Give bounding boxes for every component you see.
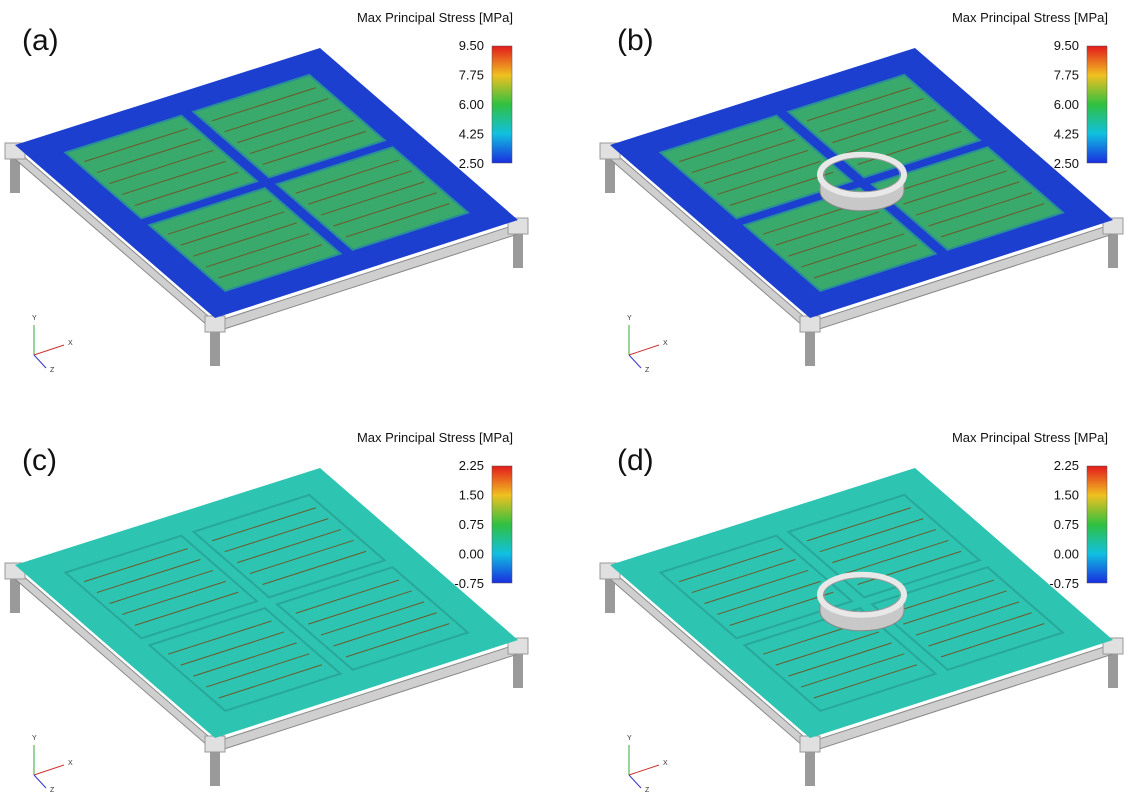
colorbar xyxy=(492,466,512,583)
colorbar-tick: 6.00 xyxy=(1054,97,1079,112)
axis-label: X xyxy=(663,340,668,347)
figure: (a) Max Principal Stress [MPa] 9.50 7.75 6.0… xyxy=(0,0,1132,792)
axis-label: Y xyxy=(627,315,632,322)
axis-z xyxy=(34,775,46,788)
corner-block xyxy=(205,736,225,752)
legend-title: Max Principal Stress [MPa] xyxy=(952,10,1108,25)
colorbar-tick: 4.25 xyxy=(459,127,484,142)
axis-label: Y xyxy=(32,735,37,742)
colorbar xyxy=(1087,466,1107,583)
colorbar-tick: 2.50 xyxy=(1054,156,1079,171)
axis-z xyxy=(629,355,641,368)
colorbar-tick: 9.50 xyxy=(1054,38,1079,53)
colorbar-tick: 0.75 xyxy=(1054,517,1079,532)
colorbar xyxy=(492,46,512,163)
colorbar-tick: 1.50 xyxy=(459,488,484,503)
colorbar-tick: 2.25 xyxy=(459,458,484,473)
corner-block xyxy=(800,736,820,752)
panel: (b) Max Principal Stress [MPa] 9.50 7.75 6.0… xyxy=(600,10,1123,374)
legend-title: Max Principal Stress [MPa] xyxy=(357,430,513,445)
panel: (d) Max Principal Stress [MPa] 2.25 1.50 0.7… xyxy=(600,430,1123,792)
axis-x xyxy=(629,345,659,355)
colorbar-tick: 0.00 xyxy=(459,547,484,562)
colorbar-tick: 2.50 xyxy=(459,156,484,171)
axis-label: Z xyxy=(645,367,650,374)
colorbar-tick: -0.75 xyxy=(1049,576,1079,591)
panel-label: (b) xyxy=(617,24,654,57)
colorbar-tick: 2.25 xyxy=(1054,458,1079,473)
colorbar-tick: 6.00 xyxy=(459,97,484,112)
corner-block xyxy=(800,316,820,332)
panel: (c) Max Principal Stress [MPa] 2.25 1.50 0.7… xyxy=(5,430,528,792)
colorbar-tick: 9.50 xyxy=(459,38,484,53)
panel: (a) Max Principal Stress [MPa] 9.50 7.75 6.0… xyxy=(5,10,528,374)
legend-title: Max Principal Stress [MPa] xyxy=(952,430,1108,445)
colorbar-tick: 7.75 xyxy=(459,68,484,83)
axis-x xyxy=(34,345,64,355)
axis-label: X xyxy=(68,340,73,347)
axis-label: X xyxy=(68,760,73,767)
colorbar-tick: 7.75 xyxy=(1054,68,1079,83)
colorbar-tick: 0.75 xyxy=(459,517,484,532)
legend-title: Max Principal Stress [MPa] xyxy=(357,10,513,25)
panel-label: (a) xyxy=(22,24,59,57)
colorbar-tick: 4.25 xyxy=(1054,127,1079,142)
colorbar-tick: 0.00 xyxy=(1054,547,1079,562)
axis-x xyxy=(34,765,64,775)
colorbar-tick: -0.75 xyxy=(454,576,484,591)
axis-label: Z xyxy=(50,367,55,374)
corner-block xyxy=(205,316,225,332)
axis-z xyxy=(629,775,641,788)
panel-label: (d) xyxy=(617,444,654,477)
axis-label: Y xyxy=(32,315,37,322)
axis-z xyxy=(34,355,46,368)
axis-label: Z xyxy=(645,787,650,792)
axis-label: Y xyxy=(627,735,632,742)
colorbar xyxy=(1087,46,1107,163)
panel-label: (c) xyxy=(22,444,57,477)
axis-x xyxy=(629,765,659,775)
axis-label: X xyxy=(663,760,668,767)
colorbar-tick: 1.50 xyxy=(1054,488,1079,503)
axis-label: Z xyxy=(50,787,55,792)
